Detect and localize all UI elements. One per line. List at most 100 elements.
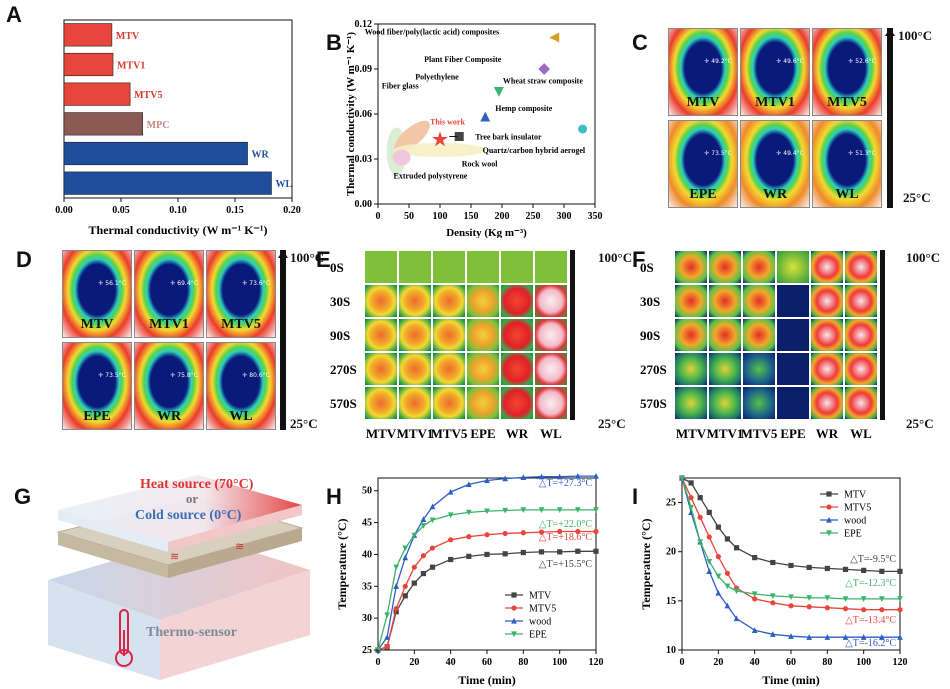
thermo-sensor-label: Thermo-sensor: [146, 625, 237, 640]
thermal-image-temp: ✛ 49.4°C: [776, 150, 804, 158]
point-epe: [688, 504, 694, 511]
point-label-2: Wheat straw composite: [503, 77, 583, 86]
point-epe: [724, 583, 731, 590]
y-tick-label: 0.03: [355, 154, 373, 165]
x-tick-label: 40: [446, 657, 456, 668]
chart-i-line: 0 20 40 60 80 100 120 10 15 20 25 Time (min) Tempera…: [639, 474, 908, 687]
bar-wr: [63, 141, 248, 166]
point-wood: [574, 472, 581, 479]
heat-plate-left: [58, 510, 168, 552]
thermal-image-d-mtv1: ✛ 69.4°C MTV1: [134, 250, 204, 338]
y-tick-label: 10: [666, 645, 676, 656]
legend-marker-wood: [511, 617, 517, 624]
point-epe: [715, 573, 722, 580]
point-mtv: [402, 593, 408, 599]
box-right-face: [160, 570, 310, 680]
grid-cell-epe-30s: [466, 284, 500, 318]
grid-cell-mtv1-0s: [398, 250, 432, 284]
colorbar: [570, 250, 575, 420]
point-mtv: [706, 509, 712, 515]
point-epe: [556, 507, 563, 513]
point-wood: [860, 634, 867, 640]
point-epe: [788, 594, 794, 601]
thermometer-icon: [115, 609, 133, 667]
legend-label-mtv: MTV: [844, 490, 867, 501]
y-tick-label: 25: [362, 645, 372, 656]
sample-layer-right: [168, 528, 302, 578]
region-label-fiber-glass: Fiber glass: [382, 82, 419, 91]
point-epe: [429, 517, 436, 524]
grid-cell-wr-90s: [500, 318, 534, 352]
point-1: [538, 63, 551, 75]
point-wood: [897, 634, 903, 640]
legend-marker-wood: [826, 516, 832, 523]
point-mtv: [466, 553, 472, 559]
point-wood: [751, 627, 758, 633]
grid-cell-epe-90s: [776, 318, 810, 352]
series-line-mtv: [377, 550, 596, 651]
thermal-image-temp: ✛ 52.6°C: [848, 58, 876, 66]
point-epe: [484, 508, 490, 515]
panel-c-colorbar: [885, 28, 895, 208]
point-mtv: [575, 548, 581, 554]
point-wood: [806, 634, 813, 640]
point-mtv5: [557, 528, 563, 535]
point-mtv5: [715, 554, 721, 560]
y-tick-label: 45: [362, 518, 372, 529]
panel-label-b: B: [326, 30, 342, 55]
point-wood: [724, 602, 731, 609]
point-wood: [556, 473, 563, 480]
point-mtv: [897, 568, 903, 574]
thermal-image-temp: ✛ 75.8°C: [170, 372, 198, 380]
time-label-30s: 30S: [330, 294, 351, 309]
panel-label-i: I: [632, 484, 639, 509]
x-tick-label: 100: [856, 657, 871, 668]
point-epe: [502, 507, 509, 514]
point-mtv: [788, 562, 794, 569]
point-epe: [697, 539, 704, 546]
region-extruded-polystyrene: [392, 149, 411, 166]
thermal-image-temp: ✛ 73.5°C: [704, 150, 732, 158]
panel-g-schematic: Heat source (70°C) or Cold source (0°C) …: [48, 475, 310, 680]
region-label-extruded-polystyrene: Extruded polystyrene: [394, 172, 468, 181]
point-epe: [574, 507, 581, 513]
point-wood: [593, 472, 599, 479]
thermal-image-temp: ✛ 73.5°C: [98, 372, 126, 380]
y-axis-title: Temperature (°C): [639, 518, 653, 609]
grid-cell-wl-90s: [844, 318, 878, 352]
grid-cell-wr-30s: [500, 284, 534, 318]
sample-label-epe: EPE: [470, 426, 496, 441]
point-mtv5: [706, 534, 712, 540]
series-line-wood: [681, 477, 900, 638]
legend-marker-mtv5: [511, 605, 517, 611]
legend-label-mtv: MTV: [529, 591, 552, 602]
point-5: [578, 124, 588, 134]
point-mtv: [752, 555, 758, 561]
heat-plate: [58, 475, 302, 542]
grid-cell-wl-270s: [844, 352, 878, 386]
grid-cell-wl-0s: [844, 250, 878, 284]
grid-cell-epe-90s: [466, 318, 500, 352]
x-tick-label: 300: [557, 211, 572, 222]
legend-label-epe: EPE: [529, 630, 547, 641]
panel-c-scale-min: 25°C: [903, 190, 931, 205]
thermal-image-temp: ✛ 56.1°C: [98, 280, 126, 288]
point-label-3: Hemp composite: [495, 104, 553, 113]
legend-label-wood: wood: [844, 516, 866, 527]
thermal-image-label: EPE: [689, 187, 717, 202]
point-label-1: Plant Fiber Composite: [424, 55, 502, 64]
grid-cell-wl-30s: [844, 284, 878, 318]
x-tick-label: 20: [713, 657, 723, 668]
grid-cell-mtv5-570s: [742, 386, 776, 420]
point-mtv: [688, 480, 694, 486]
point-epe: [411, 532, 418, 539]
panel-label-a: A: [6, 2, 22, 27]
point-4: [454, 132, 464, 141]
point-epe: [538, 507, 545, 513]
point-mtv: [824, 565, 830, 572]
sample-label-wr: WR: [505, 426, 529, 441]
grid-cell-mtv5-0s: [432, 250, 466, 284]
sample-label-mtv: MTV: [675, 426, 707, 441]
time-label-0s: 0S: [640, 260, 654, 275]
legend-label-epe: EPE: [844, 529, 862, 540]
